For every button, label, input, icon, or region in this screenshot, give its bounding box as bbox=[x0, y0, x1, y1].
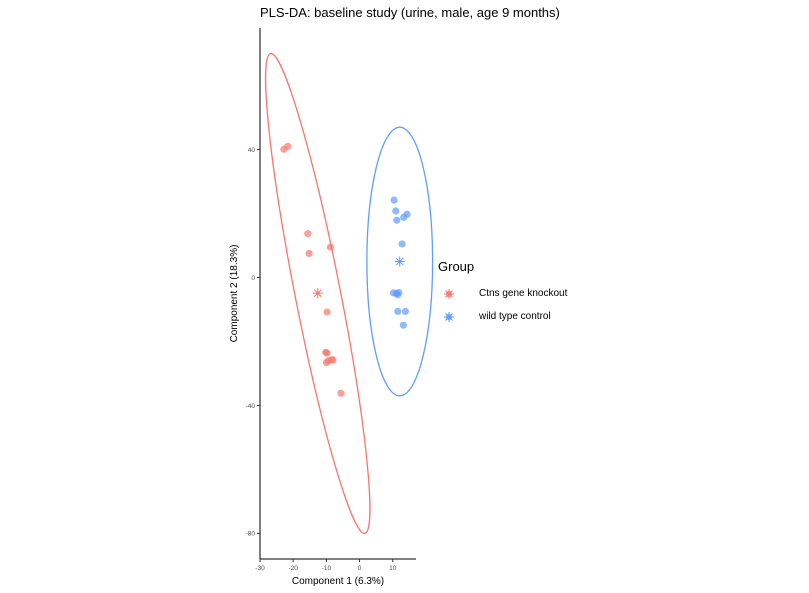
centroid-stroke bbox=[395, 257, 404, 266]
data-point bbox=[305, 249, 313, 258]
x-tick-label: -20 bbox=[288, 565, 298, 572]
centroid-stroke bbox=[313, 289, 322, 298]
legend-item-ctns-knockout: Ctns gene knockout bbox=[438, 282, 567, 305]
y-tick-label: -80 bbox=[246, 531, 256, 538]
data-point bbox=[323, 349, 331, 357]
data-point bbox=[329, 356, 337, 364]
centroid-marker bbox=[312, 288, 323, 299]
legend-key-asterisk-icon bbox=[444, 311, 454, 322]
legend-dot bbox=[445, 290, 453, 297]
data-point bbox=[304, 230, 312, 238]
data-point bbox=[392, 207, 400, 215]
confidence-ellipse bbox=[264, 52, 371, 535]
confidence-ellipse bbox=[366, 126, 434, 397]
y-tick-label: 40 bbox=[248, 147, 256, 154]
y-axis-title: Component 2 (18.3%) bbox=[229, 245, 240, 343]
y-tick-label: 0 bbox=[251, 275, 255, 282]
data-point bbox=[398, 240, 406, 248]
legend-key-asterisk-icon bbox=[444, 288, 454, 299]
x-tick-label: -30 bbox=[255, 565, 265, 572]
data-point bbox=[394, 307, 402, 316]
centroid-marker bbox=[394, 256, 405, 267]
y-tick-label: -40 bbox=[246, 403, 256, 410]
legend-title: Group bbox=[438, 259, 475, 274]
legend-label: wild type control bbox=[479, 311, 551, 322]
data-point bbox=[284, 142, 292, 150]
data-point bbox=[390, 196, 398, 204]
data-point bbox=[326, 243, 334, 251]
x-tick-label: 10 bbox=[389, 565, 397, 572]
legend-item-wild-type: wild type control bbox=[438, 305, 567, 328]
legend-label: Ctns gene knockout bbox=[479, 288, 568, 299]
data-point bbox=[337, 389, 345, 397]
x-tick-label: 0 bbox=[358, 565, 362, 572]
data-point bbox=[395, 288, 403, 297]
x-tick-label: -10 bbox=[322, 565, 332, 572]
chart-title: PLS-DA: baseline study (urine, male, age… bbox=[260, 5, 560, 20]
legend-dot bbox=[445, 313, 453, 320]
data-point bbox=[403, 210, 411, 218]
data-point bbox=[401, 307, 409, 316]
data-point bbox=[322, 358, 330, 367]
legend: Group Ctns gene knockout wild type contr… bbox=[438, 259, 567, 328]
data-point bbox=[323, 308, 331, 316]
data-point bbox=[393, 216, 401, 224]
x-axis-title: Component 1 (6.3%) bbox=[292, 576, 384, 587]
data-point bbox=[399, 321, 407, 329]
